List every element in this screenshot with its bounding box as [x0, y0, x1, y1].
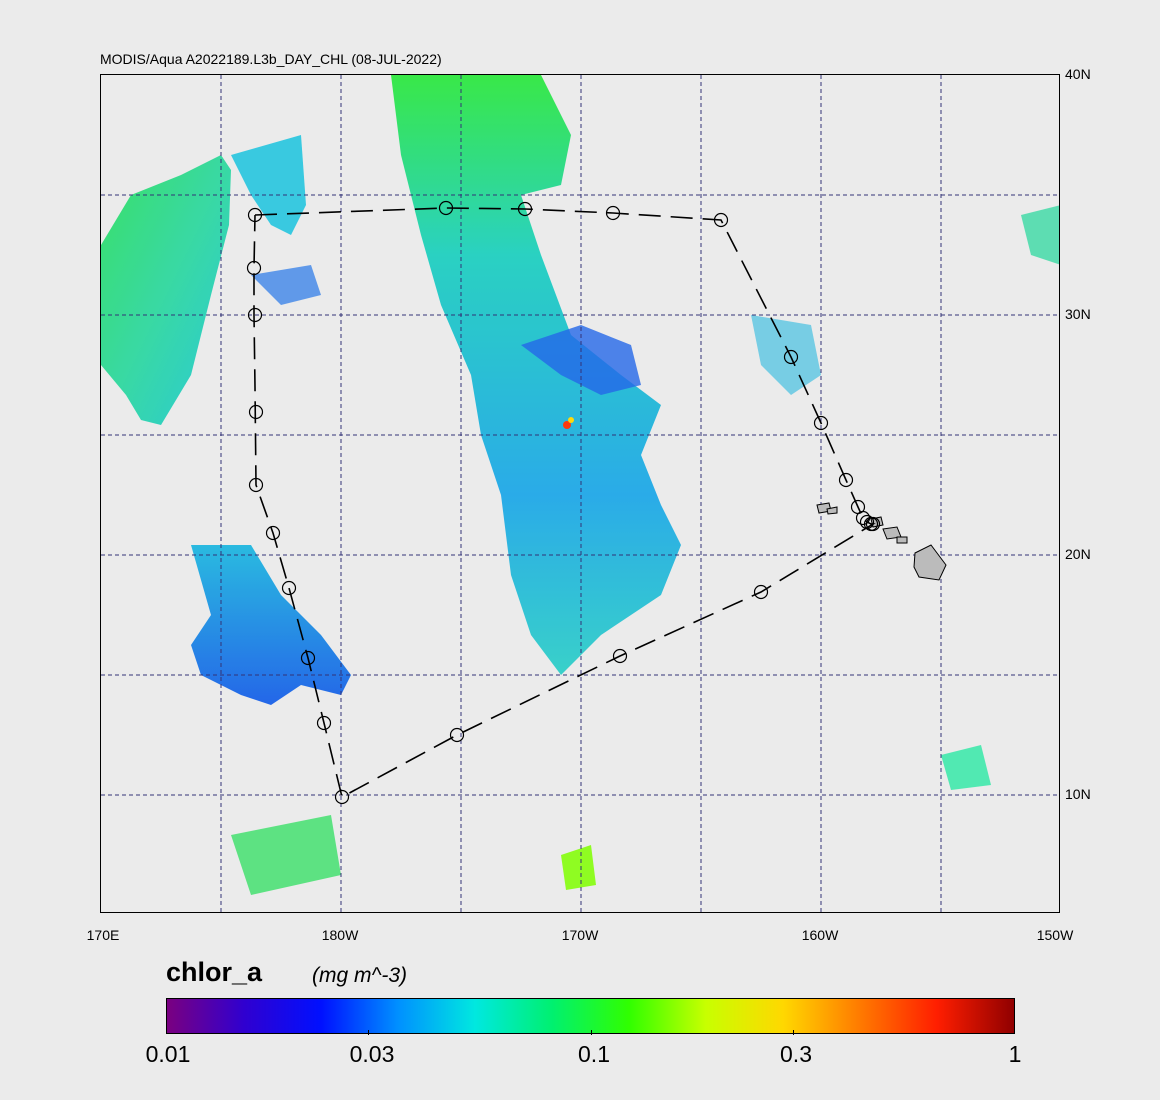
colorbar-tick-0.1: 0.1 — [578, 1041, 610, 1067]
colorbar-tick-0.3: 0.3 — [780, 1041, 812, 1067]
colorbar-variable: chlor_a — [166, 957, 263, 987]
lat-label-10n: 10N — [1065, 786, 1091, 802]
lon-label-170e: 170E — [86, 927, 120, 943]
colorbar-tick-mark — [591, 1030, 592, 1035]
lon-label-150w: 150W — [1036, 927, 1074, 943]
chlorophyll-swaths — [101, 75, 1059, 895]
colorbar-tick-mark — [368, 1030, 369, 1035]
colorbar-tick-0.03: 0.03 — [349, 1041, 395, 1067]
lat-label-30n: 30N — [1065, 306, 1091, 322]
hawaii-land — [816, 502, 947, 581]
colorbar — [166, 998, 1015, 1034]
colorbar-tick-mark — [793, 1030, 794, 1035]
map-title: MODIS/Aqua A2022189.L3b_DAY_CHL (08-JUL-… — [100, 51, 442, 67]
chlorophyll-map — [101, 75, 1059, 912]
lon-label-170w: 170W — [561, 927, 599, 943]
lon-label-180w: 180W — [321, 927, 359, 943]
colorbar-units: (mg m^-3) — [312, 964, 408, 987]
lon-label-160w: 160W — [801, 927, 839, 943]
lat-label-20n: 20N — [1065, 546, 1091, 562]
map-panel[interactable] — [100, 74, 1060, 913]
cruise-track — [246, 200, 881, 805]
colorbar-tick-0.01: 0.01 — [145, 1041, 191, 1067]
lat-label-40n: 40N — [1065, 66, 1091, 82]
colorbar-tick-1: 1 — [1008, 1041, 1022, 1067]
